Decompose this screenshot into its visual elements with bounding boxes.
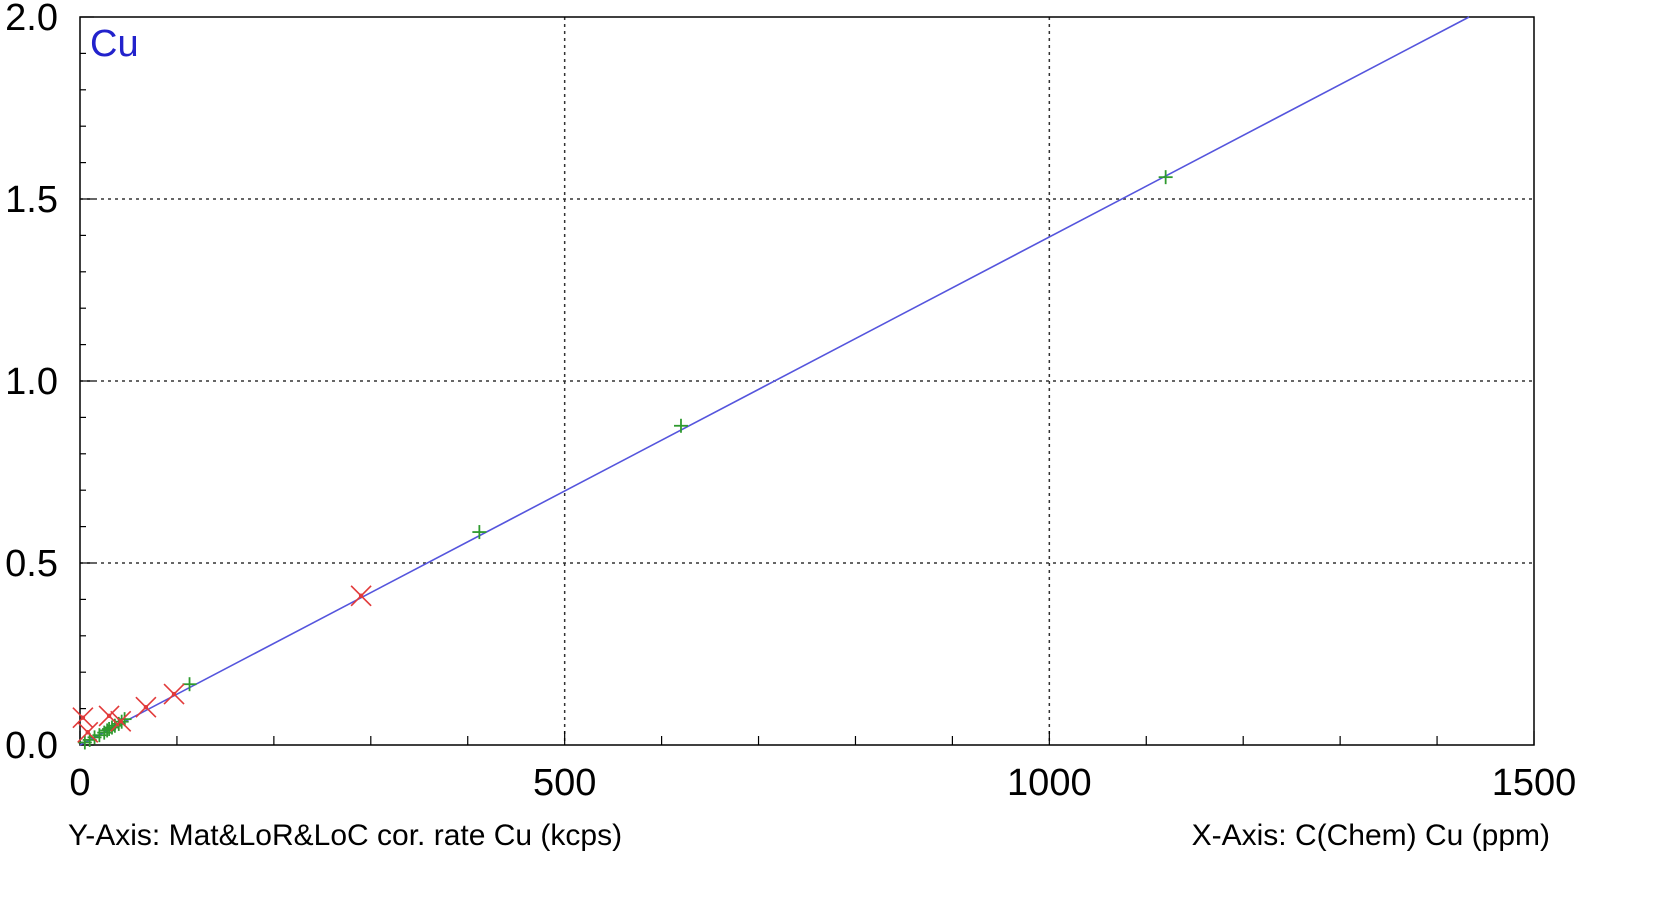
standard-point-plus	[117, 712, 132, 727]
x-axis-caption: X-Axis: C(Chem) Cu (ppm)	[1192, 819, 1550, 852]
calibration-fit-line	[79, 16, 1470, 746]
x-tick-label: 500	[533, 762, 596, 804]
y-tick-label: 0.5	[5, 543, 58, 585]
y-tick-label: 1.5	[5, 179, 58, 221]
plot-frame	[79, 16, 1535, 746]
standard-point-cross	[110, 710, 132, 732]
chart-title: Cu	[90, 23, 139, 65]
cross-marker-center	[143, 704, 149, 710]
standard-point-plus	[673, 418, 688, 433]
y-tick-label: 1.0	[5, 361, 58, 403]
cross-marker-center	[171, 691, 177, 697]
y-tick-labels: 0.0 0.5 1.0 1.5 2.0	[5, 0, 58, 767]
cross-marker-center	[85, 730, 90, 735]
standard-point-cross	[163, 683, 185, 705]
cross-marker-center	[358, 593, 364, 598]
x-tick-labels: 0 500 1000 1500	[69, 762, 1576, 804]
standard-point-plus	[182, 677, 197, 692]
standard-point-cross	[72, 707, 94, 729]
data-markers	[72, 170, 1173, 750]
standard-point-cross	[98, 705, 120, 727]
standard-point-cross	[350, 585, 372, 607]
x-tick-label: 1000	[1007, 762, 1092, 804]
y-axis-caption: Y-Axis: Mat&LoR&LoC cor. rate Cu (kcps)	[68, 819, 622, 852]
cross-marker-center	[118, 719, 123, 724]
cross-marker-center	[106, 713, 112, 719]
standard-point-cross	[135, 696, 157, 718]
y-tick-label: 0.0	[5, 725, 58, 767]
grid-lines	[80, 17, 1534, 745]
cross-marker-center	[80, 715, 86, 720]
standard-point-cross	[77, 721, 99, 743]
standard-point-plus	[1158, 170, 1173, 185]
x-tick-label: 1500	[1492, 762, 1577, 804]
y-tick-label: 2.0	[5, 0, 58, 39]
x-tick-label: 0	[69, 762, 90, 804]
standard-point-plus	[472, 525, 487, 540]
fit-line-layer	[79, 16, 1470, 746]
standard-point-plus	[104, 720, 119, 735]
